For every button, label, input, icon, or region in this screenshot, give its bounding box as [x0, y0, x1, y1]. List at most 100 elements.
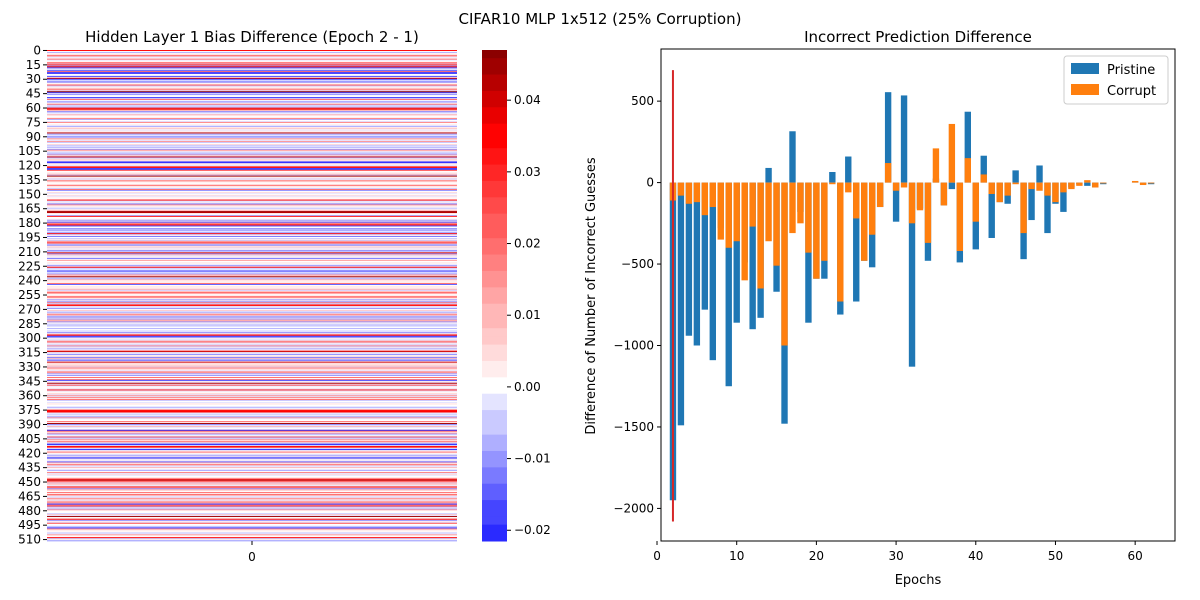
heatmap-cell — [47, 90, 457, 92]
heatmap-cell — [47, 352, 457, 354]
colorbar-tick-label: 0.01 — [514, 308, 541, 322]
heatmap-cell — [47, 154, 457, 156]
heatmap-cell — [47, 237, 457, 240]
heatmap-cell — [47, 372, 457, 374]
heatmap-cell — [47, 271, 457, 273]
heatmap-cell — [47, 411, 457, 413]
bar-y-tick-label: 0 — [646, 176, 654, 190]
heatmap-cell — [47, 189, 457, 191]
heatmap-y-tick-label: 165 — [18, 202, 41, 216]
heatmap-cell — [47, 190, 457, 193]
heatmap-cell — [47, 61, 457, 63]
heatmap-cell — [47, 220, 457, 223]
heatmap-cell — [47, 522, 457, 525]
heatmap-cell — [47, 348, 457, 350]
heatmap-cell — [47, 122, 457, 125]
heatmap-cell — [47, 518, 457, 521]
heatmap-cell — [47, 89, 457, 91]
heatmap-cell — [47, 402, 457, 405]
bar-y-tick-label: −1500 — [613, 420, 654, 434]
heatmap-y-tick-label: 315 — [18, 346, 41, 360]
heatmap-cell — [47, 304, 457, 306]
heatmap-cell — [47, 182, 457, 184]
heatmap-cell — [47, 450, 457, 453]
bar-x-tick-label: 0 — [653, 549, 661, 563]
heatmap-cell — [47, 216, 457, 219]
bar-pristine — [733, 182, 740, 323]
heatmap-cell — [47, 431, 457, 434]
heatmap-cell — [47, 510, 457, 512]
heatmap-cell — [47, 273, 457, 275]
heatmap-cell — [47, 385, 457, 388]
heatmap-cell — [47, 462, 457, 464]
heatmap-cell — [47, 96, 457, 99]
heatmap-cell — [47, 358, 457, 361]
heatmap-cell — [47, 253, 457, 255]
heatmap-cell — [47, 267, 457, 270]
heatmap-cell — [47, 403, 457, 406]
bar-corrupt — [932, 148, 940, 183]
heatmap-cell — [47, 434, 457, 436]
heatmap-cell — [47, 415, 457, 417]
heatmap-cell — [47, 484, 457, 486]
heatmap-cell — [47, 255, 457, 257]
colorbar-segment — [482, 393, 507, 403]
colorbar-segment — [482, 467, 507, 477]
bar-pristine — [1084, 182, 1091, 186]
heatmap-cell — [47, 309, 457, 312]
heatmap-cell — [47, 305, 457, 307]
heatmap-cell — [47, 473, 457, 476]
heatmap-cell — [47, 353, 457, 356]
heatmap-cell — [47, 142, 457, 144]
heatmap-cell — [47, 181, 457, 183]
heatmap-cell — [47, 339, 457, 341]
heatmap-cell — [47, 490, 457, 492]
heatmap-cell — [47, 449, 457, 452]
colorbar-tick-label: 0.04 — [514, 93, 541, 107]
heatmap-cell — [47, 237, 457, 239]
colorbar-segment — [482, 287, 507, 296]
heatmap-cell — [47, 269, 457, 271]
bar-pristine — [1036, 165, 1043, 183]
heatmap-cell — [47, 112, 457, 114]
heatmap-cell — [47, 175, 457, 177]
heatmap-cell — [47, 494, 457, 496]
heatmap-cell — [47, 420, 457, 422]
heatmap-cell — [47, 251, 457, 253]
heatmap-cell — [47, 516, 457, 518]
heatmap-cell — [47, 538, 457, 540]
heatmap-cell — [47, 274, 457, 276]
heatmap-cell — [47, 536, 457, 538]
heatmap-cell — [47, 236, 457, 238]
heatmap-cell — [47, 346, 457, 348]
heatmap-cell — [47, 419, 457, 421]
heatmap-y-tick-label: 300 — [18, 331, 41, 345]
heatmap-cell — [47, 297, 457, 299]
bar-corrupt — [797, 182, 804, 224]
bar-corrupt — [861, 182, 868, 261]
heatmap-y-tick-label: 450 — [18, 475, 41, 489]
bar-corrupt — [837, 182, 844, 302]
heatmap-y-axis: 0153045607590105120135150165180195210225… — [18, 43, 47, 547]
heatmap-cell — [47, 161, 457, 163]
heatmap-cell — [47, 517, 457, 520]
heatmap-cell — [47, 70, 457, 72]
heatmap-cell — [47, 365, 457, 367]
bar-corrupt — [757, 182, 764, 289]
heatmap-cell — [47, 321, 457, 323]
heatmap-cell — [47, 50, 457, 52]
bar-corrupt — [940, 182, 948, 206]
heatmap-y-tick-label: 135 — [18, 173, 41, 187]
heatmap-cell — [47, 540, 457, 542]
heatmap-cell — [47, 497, 457, 500]
figure-suptitle: CIFAR10 MLP 1x512 (25% Corruption) — [459, 10, 742, 28]
heatmap-cell — [47, 149, 457, 152]
heatmap-cell — [47, 233, 457, 235]
heatmap-cell — [47, 514, 457, 516]
bar-corrupt — [956, 182, 964, 252]
bar-chart-panel: Incorrect Prediction Difference −2000 −15… — [584, 28, 1176, 588]
heatmap-cell — [47, 535, 457, 537]
heatmap-cell — [47, 186, 457, 188]
heatmap-y-tick-label: 510 — [18, 533, 41, 547]
heatmap-cell — [47, 213, 457, 216]
